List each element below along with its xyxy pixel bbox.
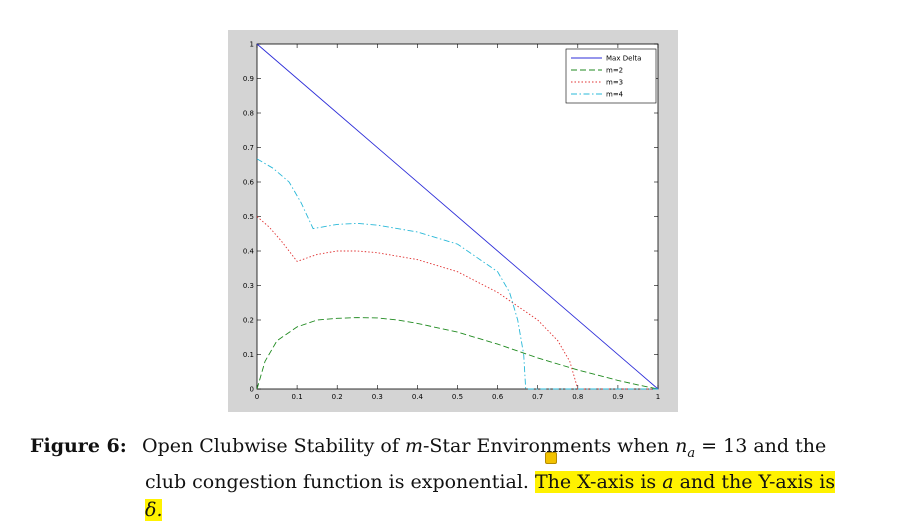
figure-panel: 0 0.1 0.2 0.3 0.4 0.5 0.6 0.7 0.8 0.9 1 0 0.1 0.2 0.3 0… bbox=[228, 30, 678, 412]
x-tick-label: 0.7 bbox=[532, 393, 543, 401]
caption-highlight-text: The X-axis is bbox=[534, 470, 663, 493]
y-tick-label: 0.1 bbox=[243, 351, 254, 359]
y-tick-label: 0.5 bbox=[243, 213, 254, 221]
series-line-max-delta bbox=[256, 43, 659, 390]
caption-line-1: Figure 6: Open Clubwise Stability of m-St… bbox=[30, 432, 880, 468]
caption-math-delta: δ. bbox=[145, 498, 163, 521]
comment-note-icon[interactable] bbox=[545, 452, 557, 464]
x-tick-label: 0.4 bbox=[412, 393, 424, 401]
x-tick-label: 0.2 bbox=[332, 393, 343, 401]
caption-math-m: m bbox=[404, 435, 423, 457]
x-tick-label: 0.8 bbox=[572, 393, 583, 401]
chart-svg: 0 0.1 0.2 0.3 0.4 0.5 0.6 0.7 0.8 0.9 1 0 0.1 0.2 0.3 0… bbox=[228, 30, 678, 412]
y-tick-label: 0.2 bbox=[243, 317, 254, 325]
x-tick-label: 0.9 bbox=[612, 393, 623, 401]
caption-highlight-text: and the Y-axis is bbox=[673, 470, 836, 493]
legend-label: m=4 bbox=[606, 91, 624, 99]
legend-label: Max Delta bbox=[606, 55, 641, 63]
x-tick-label: 0 bbox=[255, 393, 259, 401]
y-tick-label: 1 bbox=[250, 41, 254, 49]
caption-highlight: The X-axis is a and the Y-axis is bbox=[534, 470, 836, 493]
caption-label: Figure 6: bbox=[30, 435, 127, 457]
series-line-m-4 bbox=[256, 158, 658, 390]
y-tick-label: 0 bbox=[250, 386, 254, 394]
y-tick-label: 0.6 bbox=[243, 179, 255, 187]
caption-line-2: club congestion function is exponential.… bbox=[30, 468, 880, 496]
x-tick-label: 0.5 bbox=[452, 393, 463, 401]
caption-text: Open Clubwise Stability of bbox=[142, 435, 405, 457]
y-tick-label: 0.4 bbox=[243, 248, 255, 256]
y-tick-label: 0.9 bbox=[243, 75, 254, 83]
caption-math-sub: a bbox=[687, 445, 696, 461]
y-tick-label: 0.7 bbox=[243, 144, 254, 152]
caption-math-n: n bbox=[675, 435, 688, 457]
y-tick-label: 0.8 bbox=[243, 110, 254, 118]
series-line-m-3 bbox=[256, 216, 658, 390]
x-tick-label: 0.3 bbox=[372, 393, 383, 401]
caption-math-a: a bbox=[662, 470, 674, 493]
x-tick-label: 0.6 bbox=[492, 393, 504, 401]
legend-label: m=2 bbox=[606, 67, 623, 75]
figure-caption: Figure 6: Open Clubwise Stability of m-St… bbox=[30, 432, 880, 524]
x-tick-label: 1 bbox=[656, 393, 660, 401]
y-tick-label: 0.3 bbox=[243, 282, 254, 290]
legend-label: m=3 bbox=[606, 79, 623, 87]
caption-text: club congestion function is exponential. bbox=[145, 470, 535, 493]
x-tick-label: 0.1 bbox=[292, 393, 303, 401]
caption-line-3: δ. bbox=[30, 496, 880, 524]
series-line-m-2 bbox=[256, 317, 659, 390]
caption-text: -Star Environments when bbox=[422, 435, 676, 457]
caption-text: = 13 and the bbox=[695, 435, 827, 457]
